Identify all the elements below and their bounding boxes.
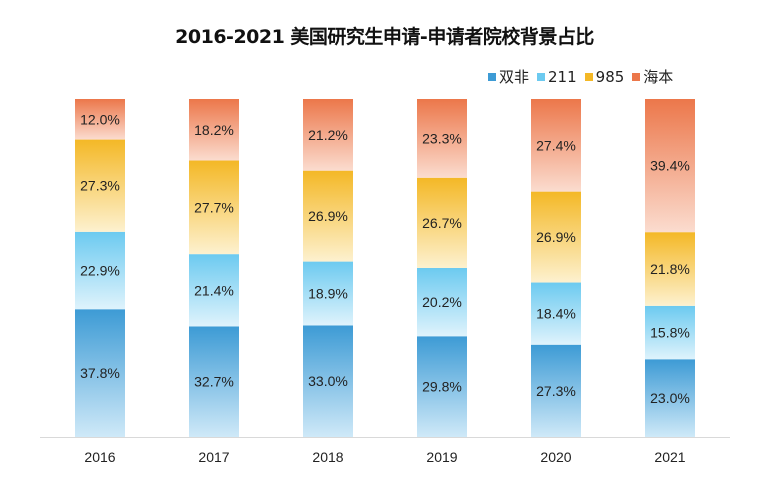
data-label: 18.2% [194, 122, 234, 138]
data-label: 26.9% [536, 229, 576, 245]
data-label: 15.8% [650, 325, 690, 341]
x-tick-label: 2016 [84, 449, 115, 465]
x-tick-label: 2018 [312, 449, 343, 465]
legend-label: 双非 [499, 68, 530, 86]
data-label: 23.0% [650, 390, 690, 406]
legend-label: 211 [548, 67, 577, 86]
data-label: 27.7% [194, 199, 234, 215]
legend-swatch [584, 72, 593, 81]
data-label: 22.9% [80, 263, 120, 279]
data-label: 26.7% [422, 215, 462, 231]
bar-segment [189, 254, 239, 327]
data-label: 21.2% [308, 127, 348, 143]
legend-swatch [537, 72, 546, 81]
bar-segment [75, 309, 125, 437]
legend-item: 双非 [488, 66, 529, 87]
data-label: 39.4% [650, 158, 690, 174]
bar-segment [417, 268, 467, 337]
bar-segment [645, 359, 695, 437]
bar-segment [531, 191, 581, 283]
x-tick-label: 2020 [540, 449, 571, 465]
bar-segment [75, 231, 125, 310]
bar-segment [645, 99, 695, 233]
legend: 双非 211 985 海本 [488, 66, 673, 87]
bar-segment [417, 177, 467, 268]
data-label: 27.4% [536, 137, 576, 153]
bar-segment [303, 261, 353, 326]
bar-segment [303, 99, 353, 171]
bar-segment [303, 325, 353, 437]
data-label: 18.9% [308, 286, 348, 302]
legend-label: 985 [595, 67, 625, 86]
data-label: 23.3% [422, 130, 462, 146]
legend-item: 211 [537, 66, 577, 87]
data-label: 21.8% [650, 261, 690, 277]
data-label: 32.7% [194, 374, 234, 390]
bar-segment [417, 336, 467, 437]
bar-segment [531, 99, 581, 192]
data-label: 27.3% [80, 178, 120, 194]
data-label: 12.0% [80, 111, 120, 127]
data-label: 29.8% [422, 379, 462, 395]
legend-swatch [632, 72, 641, 81]
legend-item: 海本 [632, 66, 673, 87]
x-tick-label: 2017 [198, 449, 229, 465]
legend-item: 985 [584, 66, 625, 87]
bar-segment [189, 99, 239, 161]
data-label: 20.2% [422, 294, 462, 310]
bar-segment [645, 232, 695, 306]
bar-segment [75, 139, 125, 232]
data-label: 37.8% [80, 365, 120, 381]
x-tick-label: 2021 [654, 449, 685, 465]
bar-segment [189, 326, 239, 437]
bar-segment [417, 99, 467, 178]
data-label: 21.4% [194, 282, 234, 298]
data-label: 26.9% [308, 208, 348, 224]
legend-label: 海本 [643, 68, 674, 86]
bar-segment [645, 305, 695, 360]
bar-segment [75, 99, 125, 140]
data-label: 27.3% [536, 383, 576, 399]
chart-title: 2016-2021 美国研究生申请-申请者院校背景占比 [175, 26, 594, 48]
data-label: 33.0% [308, 373, 348, 389]
bar-segment [531, 282, 581, 345]
bar-segment [189, 160, 239, 255]
data-label: 18.4% [536, 306, 576, 322]
legend-swatch [488, 72, 496, 81]
bar-segment [531, 344, 581, 437]
x-tick-label: 2019 [426, 449, 457, 465]
bar-segment [303, 170, 353, 262]
